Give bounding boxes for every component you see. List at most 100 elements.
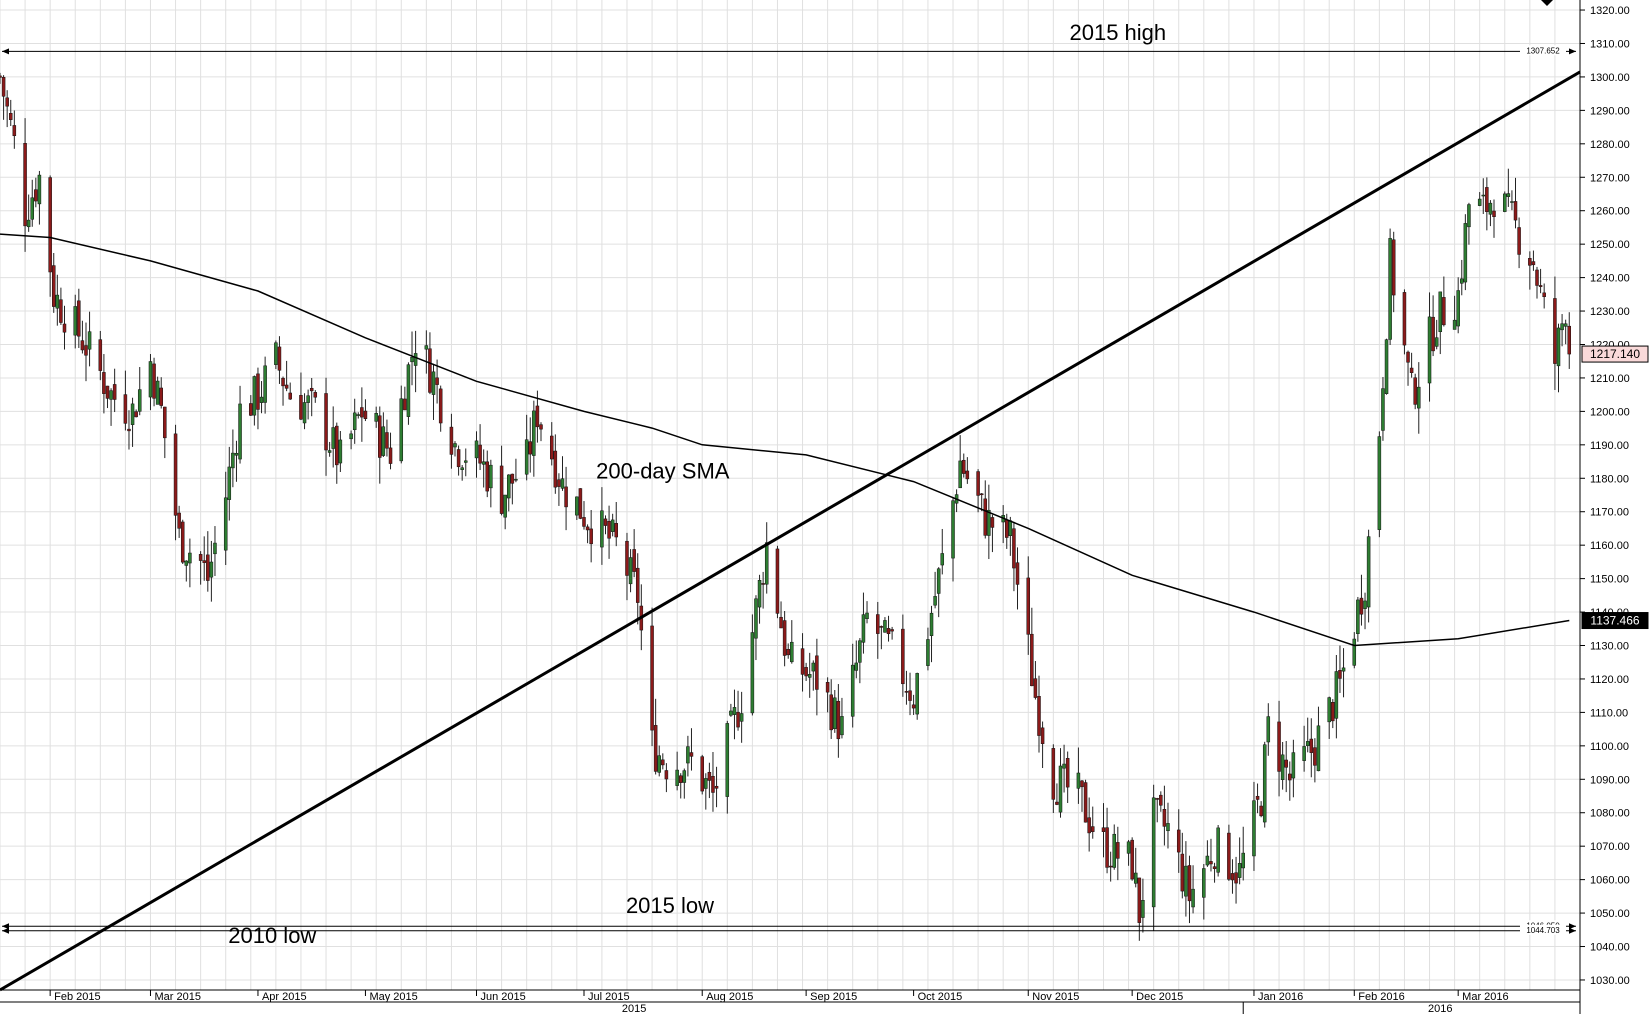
candle-body [37, 174, 42, 205]
year-label: 2016 [1428, 1003, 1452, 1014]
y-tick-label: 1200.00 [1590, 406, 1630, 418]
sma-annotation: 200-day SMA [596, 458, 730, 483]
y-tick-label: 1120.00 [1590, 674, 1629, 686]
x-tick-label: Feb 2016 [1358, 991, 1404, 1003]
candle-body [0, 75, 2, 78]
candle-body [478, 444, 482, 464]
candle-body [1305, 741, 1310, 746]
candle-body [725, 723, 730, 797]
candle-body [1266, 716, 1271, 743]
candle-body [962, 459, 966, 474]
y-tick-label: 1210.00 [1590, 373, 1630, 385]
candle-body [1037, 696, 1041, 736]
candle-body [309, 387, 314, 392]
candle-body [1040, 727, 1045, 744]
candle-body [1141, 900, 1145, 918]
candle-body [363, 410, 368, 419]
x-tick-label: Sep 2015 [810, 991, 857, 1003]
level-arrow-right [1569, 48, 1576, 55]
candle-body [535, 405, 540, 428]
candle-body [324, 393, 328, 451]
candle-body [650, 625, 654, 731]
candle-body [1513, 201, 1518, 221]
candle-body [739, 713, 744, 722]
x-tick-label: Feb 2015 [54, 991, 100, 1003]
candles [0, 72, 1572, 941]
candle-body [1216, 827, 1220, 873]
candle-body [1012, 528, 1016, 569]
candle-body [34, 189, 38, 202]
candle-body [1460, 278, 1464, 284]
candle-body [1302, 746, 1306, 761]
x-tick-label: Oct 2015 [918, 991, 963, 1003]
candle-body [528, 441, 532, 455]
candle-body [833, 697, 837, 729]
level-arrow-left [2, 48, 9, 55]
candle-body [338, 439, 343, 464]
candle-body [410, 356, 414, 363]
candle-body [589, 528, 593, 545]
candle-body [560, 478, 565, 489]
candle-body [1209, 861, 1213, 865]
candle-body [1241, 852, 1245, 869]
candle-body [582, 517, 586, 527]
candle-body [689, 752, 694, 757]
candle-body [804, 667, 808, 677]
candle-body [1008, 520, 1013, 536]
candle-body [854, 662, 859, 671]
candle-body [73, 306, 77, 336]
level-label-bg [1520, 924, 1566, 935]
candle-body [958, 460, 962, 489]
candle-body [1262, 744, 1267, 823]
candle-body [1184, 865, 1188, 897]
candle-body [155, 380, 160, 405]
candle-body [1456, 290, 1460, 327]
y-tick-label: 1060.00 [1590, 875, 1630, 887]
candle-body [514, 478, 518, 481]
candle-body [585, 526, 590, 531]
candle-body [130, 403, 135, 425]
candle-body [202, 560, 206, 563]
candle-body [428, 348, 432, 393]
candle-body [1402, 292, 1407, 346]
candle-body [840, 716, 844, 736]
candle-body [510, 473, 515, 484]
candle-body [1538, 285, 1543, 287]
candle-body [381, 426, 386, 456]
candle-body [1327, 697, 1331, 723]
candle-body [385, 432, 389, 449]
candle-body [284, 384, 289, 389]
candle-body [1341, 667, 1346, 672]
candle-body [1162, 809, 1167, 827]
candle-body [1556, 327, 1561, 367]
candle-body [209, 561, 214, 578]
candle-body [610, 519, 615, 532]
y-tick-label: 1080.00 [1590, 808, 1630, 820]
candle-body [1391, 239, 1396, 296]
candle-body [1159, 794, 1163, 806]
candle-body [102, 372, 106, 394]
y-tick-label: 1100.00 [1590, 741, 1629, 753]
candle-body [485, 461, 490, 492]
y-tick-label: 1260.00 [1590, 206, 1630, 218]
candle-body [12, 125, 17, 137]
candle-body [790, 641, 794, 663]
candle-body [1485, 187, 1489, 212]
annotations: 200-day SMA 2015 high 2015 low 2010 low [228, 20, 1166, 948]
candle-body [474, 440, 479, 459]
candle-body [1467, 204, 1471, 228]
y-tick-label: 1180.00 [1590, 473, 1629, 485]
candle-body [858, 640, 862, 663]
candle-body [829, 694, 833, 731]
level-label: 1307.652 [1526, 46, 1560, 55]
candle-body [539, 424, 543, 430]
y-tick-label: 1250.00 [1590, 239, 1630, 251]
candle-body [252, 376, 257, 416]
candle-body [825, 682, 830, 693]
y-tick-label: 1110.00 [1590, 707, 1628, 719]
candle-body [105, 385, 110, 399]
candle-body [26, 219, 31, 228]
candle-body [951, 500, 955, 559]
candle-body [1503, 193, 1507, 212]
